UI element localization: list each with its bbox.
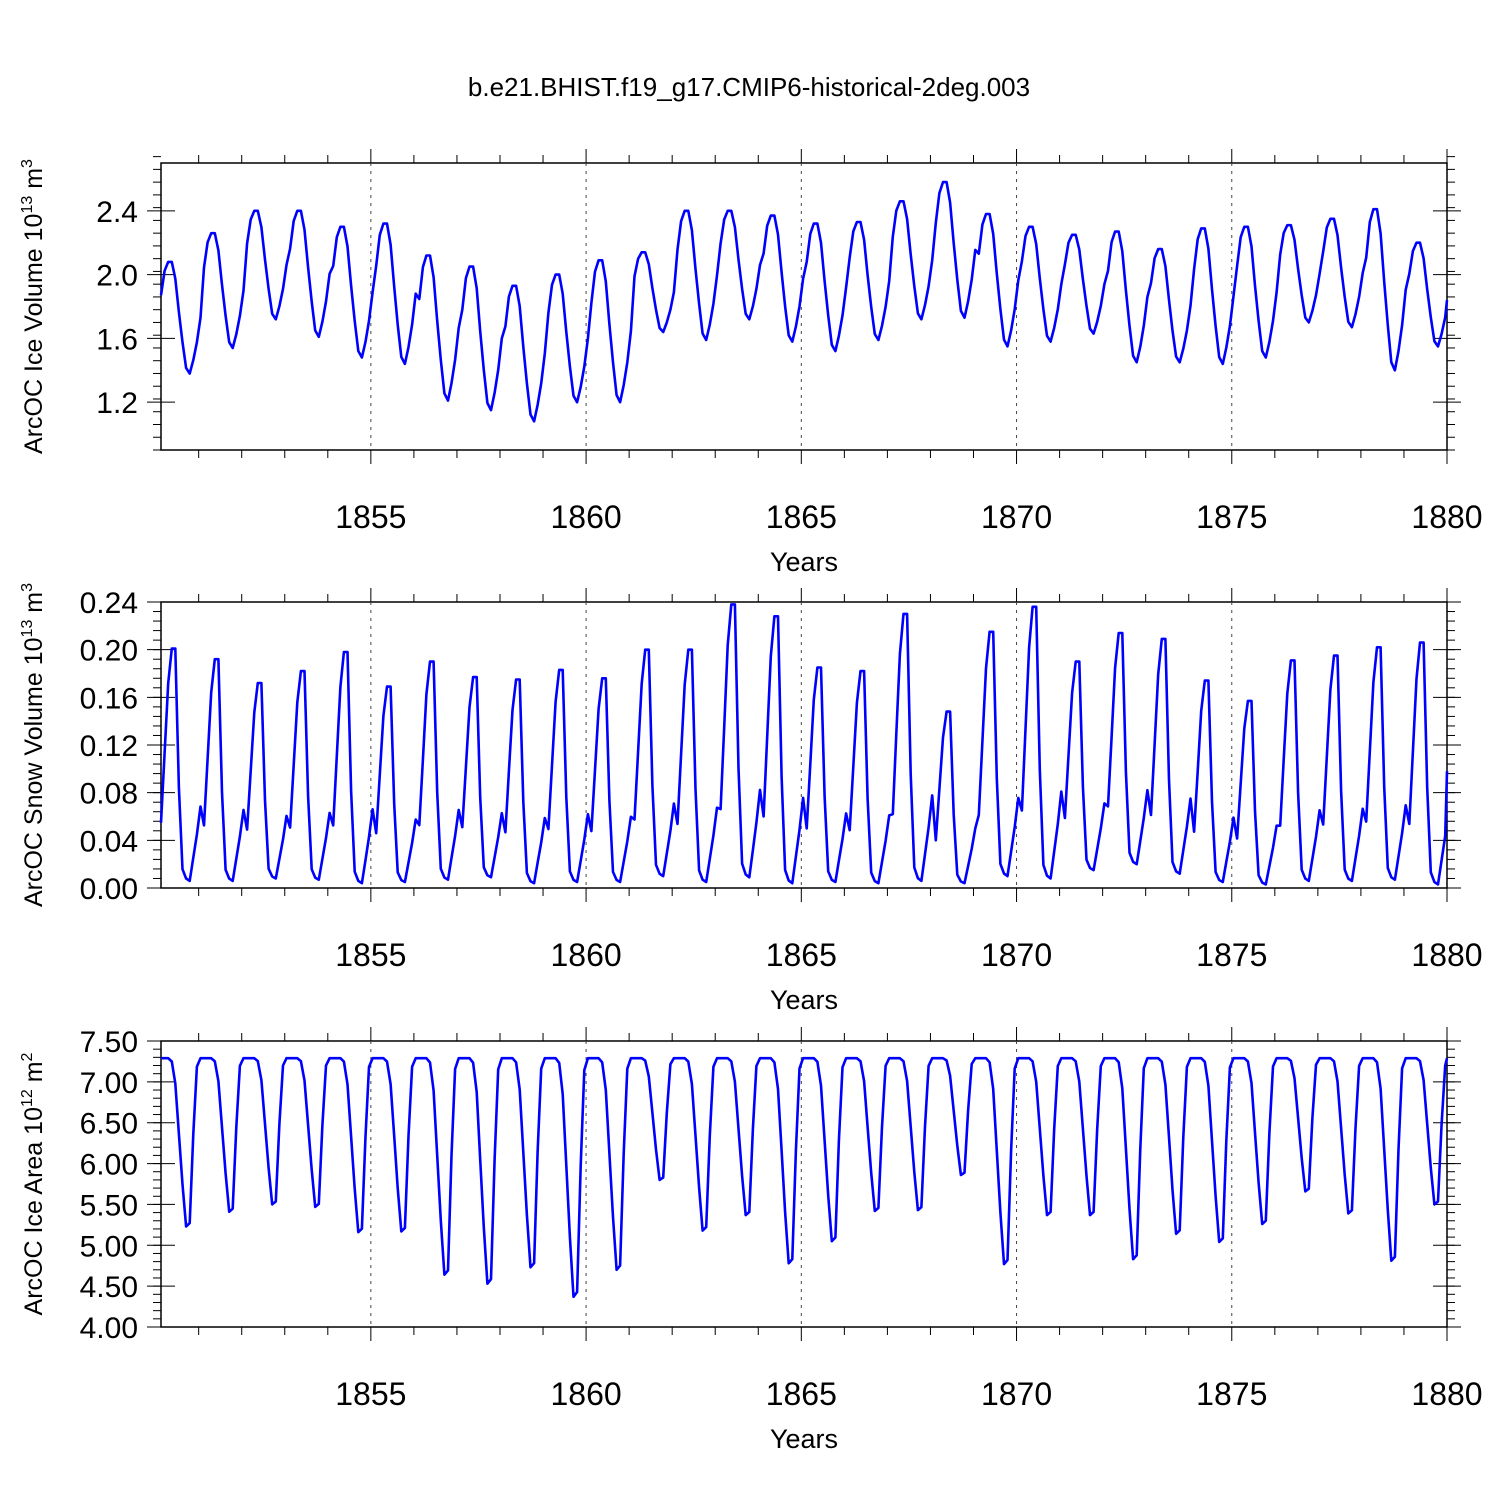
panel-2: 1855 1860 1865 1870 1875 1880 Years 0.00 0.04 0.0… [19, 583, 1483, 1015]
panel-3: 1855 1860 1865 1870 1875 1880 Years 4.00 4.50 5.0… [19, 1026, 1483, 1454]
x-tick-label: 1855 [335, 937, 406, 973]
x-tick-label: 1880 [1411, 1376, 1482, 1412]
figure-title: b.e21.BHIST.f19_g17.CMIP6-historical-2de… [468, 72, 1030, 102]
y-tick-label: 2.4 [96, 196, 138, 229]
data-series-line [159, 180, 1449, 423]
y-tick-label: 0.20 [80, 635, 138, 668]
x-tick-label: 1875 [1196, 937, 1267, 973]
x-axis-label: Years [770, 1424, 838, 1454]
x-tick-label: 1880 [1411, 499, 1482, 535]
x-tick-label: 1880 [1411, 937, 1482, 973]
plot-frame [160, 1040, 1448, 1328]
y-axis-label: ArcOC Snow Volume 1013 m3 [19, 583, 48, 907]
x-tick-label: 1860 [550, 937, 621, 973]
x-tick-label: 1875 [1196, 499, 1267, 535]
y-tick-label: 0.12 [80, 730, 138, 763]
y-tick-label: 5.00 [80, 1230, 138, 1263]
x-tick-label: 1870 [981, 937, 1052, 973]
x-tick-label: 1855 [335, 499, 406, 535]
data-series-line [161, 1056, 1449, 1299]
y-tick-label: 5.50 [80, 1189, 138, 1222]
y-tick-label: 0.00 [80, 873, 138, 906]
y-tick-label: 0.16 [80, 682, 138, 715]
x-tick-label: 1860 [550, 1376, 621, 1412]
y-tick-label: 6.00 [80, 1149, 138, 1182]
panel-1: 1855 1860 1865 1870 1875 1880 Years 1.2 1.6 2.0 2.… [19, 149, 1483, 577]
y-axis-label: ArcOC Ice Volume 1013 m3 [19, 159, 48, 454]
y-tick-label: 4.00 [80, 1312, 138, 1345]
x-tick-label: 1865 [766, 1376, 837, 1412]
y-tick-label: 1.2 [96, 387, 138, 420]
x-tick-label: 1855 [335, 1376, 406, 1412]
x-tick-label: 1860 [550, 499, 621, 535]
x-tick-label: 1870 [981, 499, 1052, 535]
x-tick-label: 1865 [766, 937, 837, 973]
y-tick-label: 7.50 [80, 1026, 138, 1059]
y-tick-label: 0.04 [80, 825, 138, 858]
x-tick-label: 1870 [981, 1376, 1052, 1412]
y-axis-label: ArcOC Ice Area 1012 m2 [19, 1052, 48, 1315]
x-tick-label: 1875 [1196, 1376, 1267, 1412]
y-tick-label: 7.00 [80, 1067, 138, 1100]
y-tick-label: 0.24 [80, 587, 138, 620]
y-tick-label: 2.0 [96, 260, 138, 293]
x-tick-label: 1865 [766, 499, 837, 535]
y-tick-label: 6.50 [80, 1108, 138, 1141]
y-tick-label: 4.50 [80, 1271, 138, 1304]
x-axis-label: Years [770, 547, 838, 577]
y-tick-label: 0.08 [80, 778, 138, 811]
y-tick-label: 1.6 [96, 323, 138, 356]
x-axis-label: Years [770, 985, 838, 1015]
data-series-line [159, 603, 1449, 886]
